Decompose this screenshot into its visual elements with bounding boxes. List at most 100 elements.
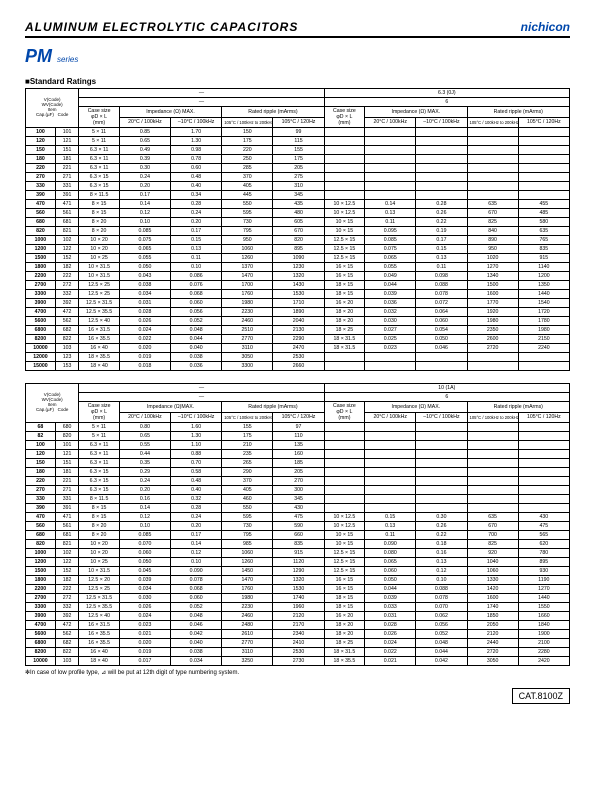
cell-case: 5 × 11 xyxy=(79,128,120,137)
cell-a1: 0.075 xyxy=(119,236,170,245)
cell-a4: 99 xyxy=(273,128,324,137)
cell-b2: 0.056 xyxy=(416,621,467,630)
cell-a1: 0.024 xyxy=(119,612,170,621)
cell-a1: 0.30 xyxy=(119,164,170,173)
cell-cap: 120 xyxy=(26,450,56,459)
voltage-header-2: 10 (1A) xyxy=(324,384,569,393)
cell-case: 8 × 11.5 xyxy=(79,495,120,504)
cell-a1: 0.026 xyxy=(119,317,170,326)
cell-case: 12.5 × 31.5 xyxy=(79,299,120,308)
cell-a2: 0.038 xyxy=(171,353,222,362)
cell-case2: 18 × 35.5 xyxy=(324,657,365,666)
cell-a2: 0.048 xyxy=(171,612,222,621)
cell-a3: 265 xyxy=(222,459,273,468)
table-row: 1200012318 × 35.50.0190.03830502530 xyxy=(26,353,570,362)
cell-b3: 890 xyxy=(467,236,518,245)
cell-a4: 1090 xyxy=(273,254,324,263)
table-row: 4704718 × 150.140.2855043510 × 12.50.140… xyxy=(26,200,570,209)
cell-a3: 3110 xyxy=(222,344,273,353)
cell-a3: 2460 xyxy=(222,612,273,621)
subhead-6: 6 xyxy=(324,98,569,107)
cell-a4: 1740 xyxy=(273,594,324,603)
cell-b4: 1660 xyxy=(518,612,569,621)
cell-a2: 0.70 xyxy=(171,459,222,468)
cell-b1 xyxy=(365,137,416,146)
table-row: 680068216 × 35.50.0200.0402770241018 × 2… xyxy=(26,639,570,648)
cell-case2: 10 × 15 xyxy=(324,540,365,549)
cell-a1: 0.20 xyxy=(119,182,170,191)
temp-m10b: –10°C / 100kHz xyxy=(416,117,467,128)
cell-cap: 10000 xyxy=(26,344,56,353)
cell-b2: 0.10 xyxy=(416,576,467,585)
cell-b3: 1420 xyxy=(467,585,518,594)
cell-a2: 0.060 xyxy=(171,594,222,603)
cell-code: 103 xyxy=(55,657,78,666)
cell-b1 xyxy=(365,182,416,191)
cell-a4: 175 xyxy=(273,155,324,164)
cell-a3: 795 xyxy=(222,531,273,540)
case-header-t2: Case sizeφD × L(mm) xyxy=(79,402,120,423)
cell-case: 10 × 20 xyxy=(79,245,120,254)
cell-a1: 0.050 xyxy=(119,263,170,272)
cell-b3: 3050 xyxy=(467,657,518,666)
cell-code: 121 xyxy=(55,450,78,459)
cell-b2 xyxy=(416,495,467,504)
cell-case2: 18 × 31.5 xyxy=(324,648,365,657)
t2-temp-m10: –10°C / 100kHz xyxy=(171,412,222,423)
cell-a4: 435 xyxy=(273,200,324,209)
cell-a2: 0.060 xyxy=(171,299,222,308)
cell-b1 xyxy=(365,450,416,459)
cell-b3: 920 xyxy=(467,549,518,558)
table-row: 180018210 × 31.50.0500.101370123016 × 15… xyxy=(26,263,570,272)
table-row: 6806818 × 200.100.2073060510 × 150.110.2… xyxy=(26,218,570,227)
cell-b4 xyxy=(518,353,569,362)
cell-b2 xyxy=(416,137,467,146)
cell-a1: 0.034 xyxy=(119,585,170,594)
cell-code: 471 xyxy=(55,513,78,522)
cell-b4: 430 xyxy=(518,513,569,522)
cell-a4: 2470 xyxy=(273,344,324,353)
cell-a2: 0.040 xyxy=(171,639,222,648)
cell-code: 222 xyxy=(55,585,78,594)
cell-a3: 155 xyxy=(222,423,273,432)
cell-b4: 835 xyxy=(518,245,569,254)
cell-case: 5 × 11 xyxy=(79,432,120,441)
cell-a4: 660 xyxy=(273,531,324,540)
cell-a4: 2290 xyxy=(273,335,324,344)
cell-a1: 0.65 xyxy=(119,432,170,441)
cell-code: 152 xyxy=(55,567,78,576)
t2-temp-m10b: –10°C / 100kHz xyxy=(416,412,467,423)
cell-b2: 0.088 xyxy=(416,585,467,594)
imp-header-t2b2: Impedance (Ω) MAX. xyxy=(365,402,467,413)
cell-code: 391 xyxy=(55,504,78,513)
cell-b2 xyxy=(416,182,467,191)
cell-a1: 0.020 xyxy=(119,344,170,353)
cell-b1: 0.021 xyxy=(365,657,416,666)
cell-b1: 0.027 xyxy=(365,326,416,335)
cell-b4 xyxy=(518,459,569,468)
cell-cap: 4700 xyxy=(26,621,56,630)
table-row: 8208218 × 200.0850.1779567010 × 150.0950… xyxy=(26,227,570,236)
cell-case: 8 × 15 xyxy=(79,513,120,522)
cell-a4: 820 xyxy=(273,236,324,245)
cell-a2: 0.086 xyxy=(171,272,222,281)
cell-b1: 0.080 xyxy=(365,549,416,558)
cell-code: 102 xyxy=(55,549,78,558)
cell-a1: 0.020 xyxy=(119,639,170,648)
cell-case2 xyxy=(324,191,365,200)
t2-rip-cond2: 105°C / 120Hz xyxy=(273,412,324,423)
cell-b2: 0.12 xyxy=(416,567,467,576)
cell-case2: 16 × 20 xyxy=(324,299,365,308)
cell-a4: 345 xyxy=(273,495,324,504)
cell-cap: 4700 xyxy=(26,308,56,317)
cell-a2: 0.48 xyxy=(171,477,222,486)
cell-a2: 1.60 xyxy=(171,423,222,432)
rip-header-t2: Rated ripple (mArms) xyxy=(222,402,324,413)
cell-b1 xyxy=(365,441,416,450)
cell-a4: 1320 xyxy=(273,272,324,281)
table-body-2: 686805 × 110.801.6015597828205 × 110.651… xyxy=(26,423,570,666)
cell-b3 xyxy=(467,146,518,155)
cell-b2: 0.26 xyxy=(416,209,467,218)
cell-a3: 550 xyxy=(222,504,273,513)
table-body-1: 1001015 × 110.851.70150991201215 × 110.6… xyxy=(26,128,570,371)
